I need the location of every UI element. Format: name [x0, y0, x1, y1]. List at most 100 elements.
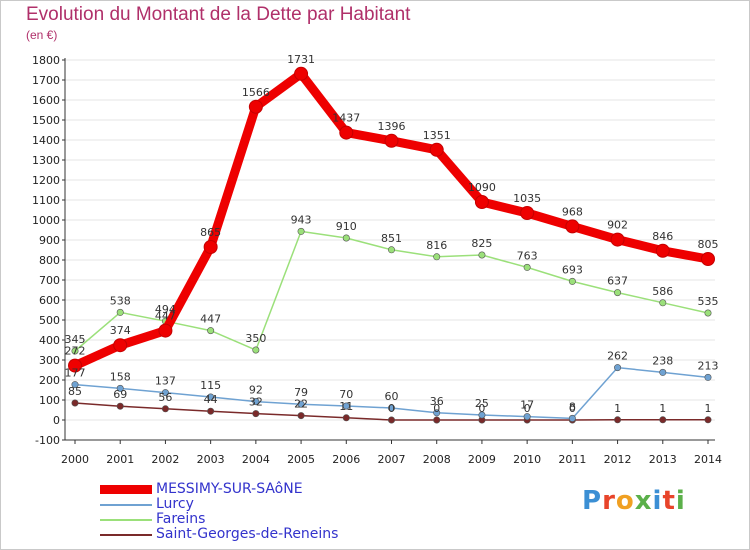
data-label: 44	[204, 393, 218, 406]
x-tick-label: 2005	[287, 453, 315, 466]
data-label: 943	[291, 213, 312, 226]
x-tick-label: 2003	[197, 453, 225, 466]
x-tick-label: 2001	[106, 453, 134, 466]
chart-subtitle: (en €)	[26, 28, 58, 42]
x-tick-label: 2013	[649, 453, 677, 466]
logo-letter: r	[602, 486, 616, 516]
data-label: 535	[698, 295, 719, 308]
data-point	[71, 399, 79, 407]
data-point	[297, 227, 305, 235]
y-tick-label: 0	[53, 414, 60, 427]
data-label: 846	[652, 230, 673, 243]
y-tick-label: 100	[39, 394, 60, 407]
data-point	[387, 416, 395, 424]
data-point	[659, 416, 667, 424]
x-tick-label: 2010	[513, 453, 541, 466]
data-label: 32	[249, 396, 263, 409]
legend-swatch	[100, 518, 152, 521]
data-point	[520, 206, 535, 220]
x-tick-label: 2002	[151, 453, 179, 466]
data-label: 79	[294, 386, 308, 399]
data-point	[655, 243, 670, 258]
proxiti-logo: Proxiti	[582, 486, 686, 516]
logo-letter: i	[652, 486, 663, 516]
x-tick-label: 2012	[604, 453, 632, 466]
data-point	[704, 309, 712, 317]
y-tick-label: 900	[39, 234, 60, 247]
data-label: 238	[652, 354, 673, 367]
y-tick-label: 1700	[32, 74, 60, 87]
y-tick-label: 1500	[32, 114, 60, 127]
y-tick-label: 700	[39, 274, 60, 287]
data-label: 825	[471, 237, 492, 250]
legend-swatch	[100, 503, 152, 506]
data-label: 1437	[332, 112, 360, 125]
data-label: 0	[569, 402, 576, 415]
legend-label: Fareins	[156, 511, 206, 527]
data-label: 1351	[423, 129, 451, 142]
data-label: 262	[607, 350, 628, 363]
data-label: 538	[110, 294, 131, 307]
x-tick-label: 2009	[468, 453, 496, 466]
data-label: 60	[385, 390, 399, 403]
data-point	[71, 347, 79, 355]
data-label: 1396	[378, 120, 406, 133]
data-point	[342, 414, 350, 422]
data-label: 1090	[468, 181, 496, 194]
data-point	[433, 409, 441, 417]
data-label: 1	[614, 402, 621, 415]
data-label: 0	[478, 402, 485, 415]
y-tick-label: 800	[39, 254, 60, 267]
data-label: 693	[562, 263, 583, 276]
data-point	[113, 338, 128, 353]
x-tick-label: 2008	[423, 453, 451, 466]
data-label: 213	[698, 359, 719, 372]
data-point	[207, 327, 215, 335]
data-label: 0	[433, 402, 440, 415]
logo-letter: t	[662, 486, 676, 516]
data-point	[161, 405, 169, 413]
data-label: 447	[155, 310, 176, 323]
data-point	[342, 234, 350, 242]
data-label: 70	[339, 388, 353, 401]
data-point	[297, 400, 305, 408]
data-point	[387, 246, 395, 254]
data-point	[297, 412, 305, 420]
x-tick-label: 2000	[61, 453, 89, 466]
data-label: 1	[659, 402, 666, 415]
y-tick-label: 500	[39, 314, 60, 327]
logo-letter: x	[634, 486, 653, 516]
data-point	[158, 323, 173, 338]
y-tick-label: 1300	[32, 154, 60, 167]
data-point	[659, 368, 667, 376]
y-tick-label: 1200	[32, 174, 60, 187]
data-point	[68, 358, 82, 373]
data-point	[248, 99, 263, 114]
data-label: 36	[430, 395, 444, 408]
y-tick-label: 300	[39, 354, 60, 367]
data-label: 25	[475, 397, 489, 410]
data-label: 8	[569, 400, 576, 413]
y-tick-label: 400	[39, 334, 60, 347]
data-point	[704, 416, 712, 424]
data-point	[523, 413, 531, 421]
y-tick-label: 1100	[32, 194, 60, 207]
data-point	[207, 393, 215, 401]
data-label: 865	[200, 226, 221, 239]
y-tick-label: 1400	[32, 134, 60, 147]
data-label: 345	[65, 333, 86, 346]
data-point	[384, 133, 399, 148]
data-point	[116, 384, 124, 392]
data-label: 350	[245, 332, 266, 345]
data-label: 447	[200, 313, 221, 326]
y-tick-label: 200	[39, 374, 60, 387]
data-point	[433, 416, 441, 424]
data-label: 85	[68, 385, 82, 398]
data-label: 763	[517, 249, 538, 262]
data-label: 17	[520, 399, 534, 412]
data-point	[294, 66, 309, 81]
data-point	[203, 240, 218, 254]
data-label: 902	[607, 219, 628, 232]
data-label: 0	[388, 402, 395, 415]
logo-letter: P	[582, 486, 603, 516]
